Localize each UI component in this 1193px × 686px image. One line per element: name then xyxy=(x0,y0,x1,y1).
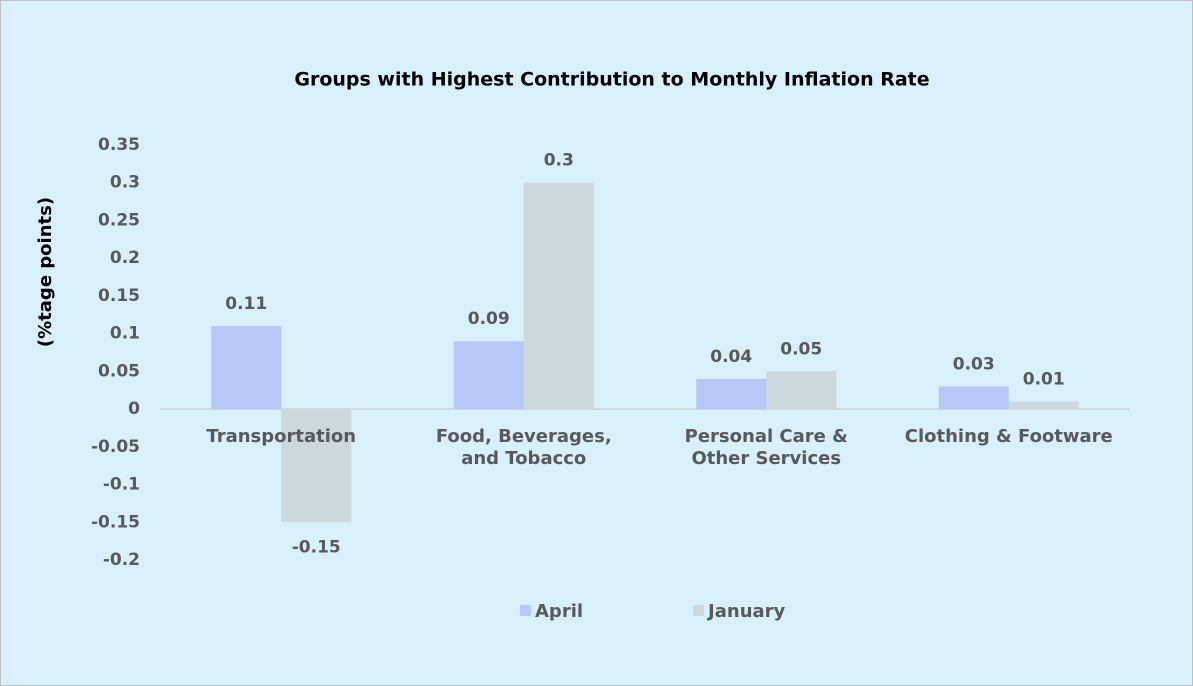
x-tick-label: Food, Beverages, and Tobacco xyxy=(435,426,612,470)
bar xyxy=(938,386,1009,410)
y-axis-label: (%tage points) xyxy=(35,197,56,347)
bar xyxy=(453,341,524,410)
y-tick-label: 0.35 xyxy=(98,135,140,155)
data-label: 0.05 xyxy=(780,339,822,359)
data-label: 0.03 xyxy=(953,354,995,374)
y-tick-label: 0.2 xyxy=(110,248,140,268)
chart-title: Groups with Highest Contribution to Mont… xyxy=(294,69,929,91)
y-tick-label: 0.1 xyxy=(110,324,140,344)
bar xyxy=(696,378,767,410)
bar xyxy=(523,182,594,410)
x-tick-label: Clothing & Footware xyxy=(904,426,1113,448)
y-tick-label: -0.1 xyxy=(103,475,140,495)
bar xyxy=(211,326,282,410)
y-tick-label: -0.2 xyxy=(103,550,140,570)
y-tick-label: -0.15 xyxy=(91,512,140,532)
y-tick-label: 0.3 xyxy=(110,173,140,193)
data-label: 0.3 xyxy=(544,151,574,171)
bar xyxy=(1008,401,1079,410)
legend-swatch xyxy=(693,605,705,616)
x-tick-label: Transportation xyxy=(206,426,357,448)
data-label: -0.15 xyxy=(292,537,341,557)
y-tick-label: 0.25 xyxy=(98,210,140,230)
legend-label: April xyxy=(535,601,583,622)
bar xyxy=(766,371,837,410)
y-tick-label: 0.05 xyxy=(98,361,140,381)
data-label: 0.04 xyxy=(710,347,752,367)
bar xyxy=(281,409,352,523)
data-label: 0.11 xyxy=(225,294,267,314)
y-tick-label: -0.05 xyxy=(91,437,140,457)
y-tick-label: 0 xyxy=(128,399,140,419)
data-label: 0.01 xyxy=(1023,370,1065,390)
x-tick-label: Personal Care & Other Services xyxy=(684,426,848,470)
y-tick-label: 0.15 xyxy=(98,286,140,306)
legend-label: January xyxy=(706,601,785,622)
legend-swatch xyxy=(520,605,531,616)
data-label: 0.09 xyxy=(468,309,510,329)
